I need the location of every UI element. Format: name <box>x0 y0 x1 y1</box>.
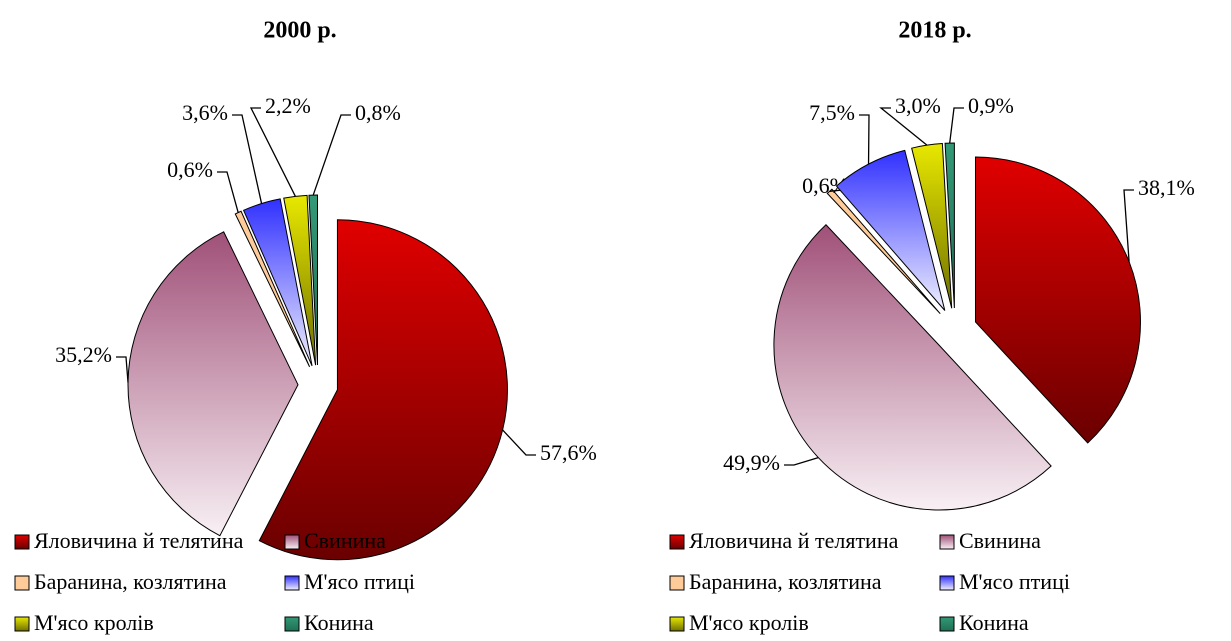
legend-label: Яловичина й телятина <box>689 528 899 553</box>
data-label: 0,9% <box>968 93 1014 118</box>
pie-slice <box>944 142 955 309</box>
legend-swatch <box>284 616 300 632</box>
legend-swatch <box>14 575 30 591</box>
leader-line <box>312 114 351 196</box>
legend-label: Яловичина й телятина <box>34 528 244 553</box>
data-label: 49,9% <box>723 450 780 475</box>
leader-line <box>217 171 239 213</box>
leader-line <box>502 429 536 456</box>
pie-slice <box>242 198 313 367</box>
legend-swatch <box>669 575 685 591</box>
data-label: 0,6% <box>167 157 213 182</box>
data-label: 57,6% <box>540 440 597 465</box>
legend-label: Баранина, козлятина <box>689 569 882 594</box>
leader-line <box>249 107 296 197</box>
pie-slice <box>974 156 1141 444</box>
legend-swatch <box>14 616 30 632</box>
legend-swatch <box>939 534 955 550</box>
legend-swatch <box>669 616 685 632</box>
data-label: 3,0% <box>895 93 941 118</box>
data-label: 35,2% <box>55 342 112 367</box>
legend-label: Конина <box>304 610 374 635</box>
legend-label: М'ясо кролів <box>34 610 154 635</box>
legend-swatch <box>669 534 685 550</box>
legend-label: М'ясо кролів <box>689 610 809 635</box>
pie-slice <box>283 194 317 366</box>
legend-swatch <box>939 575 955 591</box>
legend-label: М'ясо птиці <box>304 569 415 594</box>
legend-label: Баранина, козлятина <box>34 569 227 594</box>
legend-swatch <box>939 616 955 632</box>
legend-label: Конина <box>959 610 1029 635</box>
pie-slice <box>911 142 953 309</box>
pie-slice <box>258 219 508 561</box>
data-label: 0,8% <box>355 100 401 125</box>
legend-label: М'ясо птиці <box>959 569 1070 594</box>
legend-swatch <box>284 534 300 550</box>
leader-line <box>949 107 964 144</box>
chart-title: 2000 р. <box>263 18 336 44</box>
leader-line <box>784 456 819 466</box>
leader-line <box>1123 189 1134 262</box>
leader-line <box>232 114 263 204</box>
legend-label: Свинина <box>959 528 1041 553</box>
pie-slice <box>127 231 299 537</box>
leader-line <box>879 107 928 146</box>
leader-line <box>116 356 129 383</box>
legend-swatch <box>284 575 300 591</box>
data-label: 2,2% <box>265 93 311 118</box>
legend-label: Свинина <box>304 528 386 553</box>
data-label: 7,5% <box>809 100 855 125</box>
legend-swatch <box>14 534 30 550</box>
data-label: 3,6% <box>182 100 228 125</box>
data-label: 38,1% <box>1138 175 1195 200</box>
leader-line <box>859 114 870 165</box>
chart-title: 2018 р. <box>898 18 971 44</box>
